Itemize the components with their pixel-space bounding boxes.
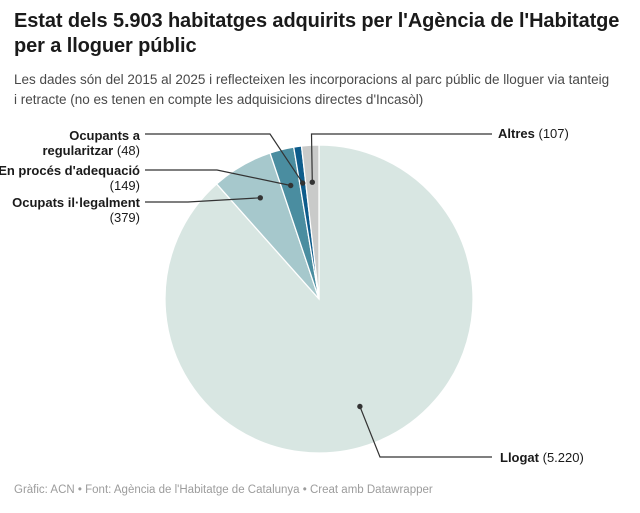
chart-subtitle: Les dades són del 2015 al 2025 i reflect… — [14, 72, 610, 107]
callout-dot-llogat — [357, 403, 363, 410]
callout-line-altres — [310, 133, 492, 183]
callout-line-ocupants-a-regularitzar — [145, 133, 304, 184]
slice-value-label: (5.220) — [542, 450, 584, 465]
chart-title: Estat dels 5.903 habitatges adquirits pe… — [14, 10, 620, 57]
callout-line-llogat — [359, 406, 492, 458]
callout-dot-ocupats-il-legalment — [257, 195, 263, 201]
callout-dot-ocupants-a-regularitzar — [300, 180, 306, 186]
slice-value-label: (107) — [538, 126, 569, 141]
slice-value-label: (48) — [116, 143, 140, 158]
callout-dot-altres — [309, 179, 315, 185]
callout-dot-en-proces-d-adequacio — [288, 182, 294, 189]
slice-name-label: En procés d'adequació — [0, 163, 140, 178]
slice-name-label: Llogat — [500, 450, 539, 465]
callout-label-altres: Altres (107) — [498, 126, 569, 141]
callout-label-en-proces-adequacio: En procés d'adequació (149) — [0, 163, 140, 193]
callout-line-en-proces-d-adequacio — [145, 169, 291, 187]
callout-label-ocupats-illegalment: Ocupats il·legalment (379) — [0, 195, 140, 225]
callout-label-ocupants-a-regularitzar: Ocupants a regularitzar (48) — [0, 128, 140, 158]
callout-line-ocupats-il-legalment — [145, 197, 261, 203]
callout-label-llogat: Llogat (5.220) — [500, 450, 584, 465]
slice-name-label: Ocupats il·legalment — [12, 195, 140, 210]
slice-name-label: Altres — [498, 126, 535, 141]
slice-value-label: (379) — [109, 210, 140, 225]
attribution: Gràfic: ACN • Font: Agència de l'Habitat… — [14, 484, 433, 496]
slice-name-label: Ocupants a regularitzar — [42, 128, 140, 158]
slice-value-label: (149) — [109, 178, 140, 193]
